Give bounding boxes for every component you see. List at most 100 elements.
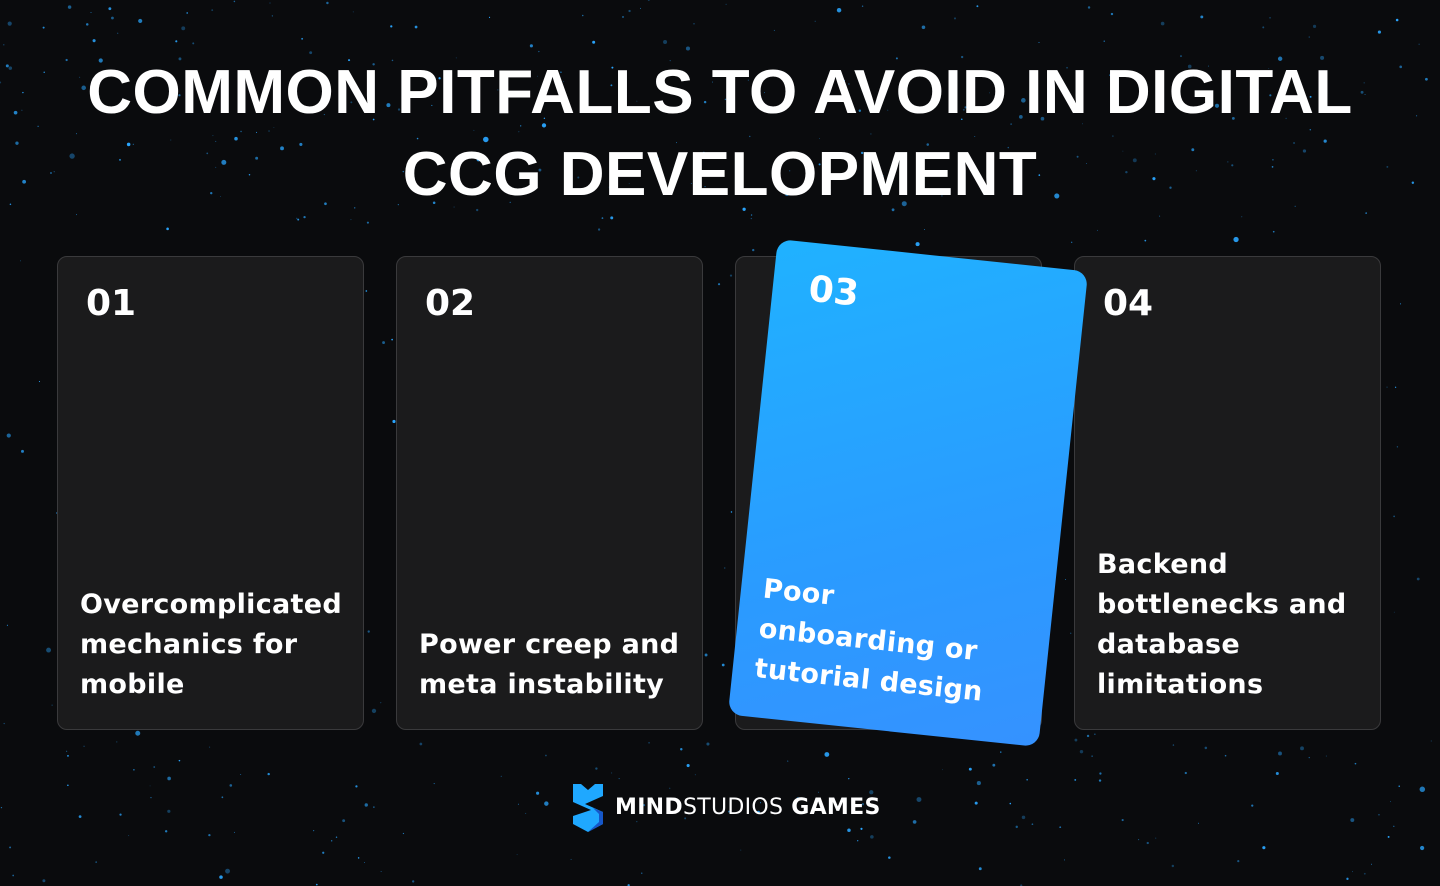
star bbox=[843, 79, 846, 82]
star bbox=[1360, 90, 1364, 94]
star bbox=[1154, 153, 1156, 155]
star bbox=[323, 114, 325, 116]
star bbox=[1393, 825, 1395, 827]
star bbox=[901, 201, 907, 207]
star bbox=[978, 867, 982, 871]
star bbox=[642, 804, 646, 807]
star bbox=[170, 139, 172, 141]
title-line-2: CCG DEVELOPMENT bbox=[402, 140, 1038, 209]
star bbox=[516, 854, 518, 856]
star bbox=[402, 170, 405, 173]
star bbox=[37, 125, 39, 127]
star bbox=[1031, 823, 1034, 826]
star bbox=[752, 248, 755, 252]
star bbox=[785, 192, 789, 197]
star bbox=[1257, 89, 1259, 91]
star bbox=[1364, 94, 1366, 95]
star bbox=[647, 0, 650, 2]
star bbox=[1387, 835, 1390, 838]
star bbox=[234, 136, 238, 141]
star bbox=[1038, 174, 1041, 176]
star bbox=[414, 25, 418, 29]
star bbox=[116, 741, 118, 743]
star bbox=[233, 0, 236, 3]
star bbox=[367, 630, 370, 633]
star bbox=[1390, 801, 1391, 803]
star bbox=[1386, 386, 1388, 388]
star bbox=[1121, 818, 1124, 822]
star bbox=[814, 20, 816, 22]
star bbox=[1231, 116, 1235, 120]
star bbox=[1411, 181, 1415, 184]
star bbox=[1300, 746, 1304, 751]
star bbox=[703, 100, 707, 104]
star bbox=[392, 419, 396, 424]
star bbox=[1026, 778, 1028, 781]
star bbox=[50, 172, 52, 174]
star bbox=[1399, 65, 1403, 69]
star bbox=[773, 29, 775, 31]
star bbox=[1064, 859, 1065, 861]
star bbox=[1393, 515, 1396, 518]
star bbox=[1416, 115, 1418, 117]
title-line-1: COMMON PITFALLS TO AVOID IN DIGITAL bbox=[87, 58, 1353, 127]
star bbox=[1285, 117, 1287, 120]
star bbox=[1277, 56, 1283, 61]
star bbox=[636, 821, 638, 823]
star bbox=[6, 624, 8, 626]
star bbox=[181, 26, 186, 31]
star bbox=[888, 856, 891, 859]
star bbox=[869, 790, 874, 795]
star bbox=[69, 153, 75, 159]
star bbox=[749, 135, 751, 138]
star bbox=[1155, 837, 1157, 839]
star bbox=[7, 21, 12, 26]
star bbox=[1262, 26, 1265, 29]
star bbox=[81, 85, 86, 91]
star bbox=[0, 807, 3, 809]
star bbox=[610, 216, 614, 220]
star bbox=[1363, 872, 1366, 875]
star bbox=[968, 767, 972, 771]
star bbox=[704, 653, 708, 657]
star bbox=[1087, 6, 1091, 9]
star bbox=[38, 380, 41, 383]
star bbox=[1191, 75, 1193, 77]
star bbox=[750, 217, 753, 220]
card-number: 02 bbox=[425, 283, 476, 324]
star bbox=[730, 511, 733, 513]
mind-studios-games-logo: MINDSTUDIOS GAMES bbox=[571, 782, 881, 832]
star bbox=[431, 104, 433, 106]
star bbox=[827, 188, 831, 192]
star bbox=[536, 791, 540, 795]
star bbox=[1425, 77, 1428, 81]
pitfall-card-03-highlighted: 03 Poor onboarding or tutorial design bbox=[727, 239, 1089, 747]
star bbox=[455, 57, 457, 59]
star bbox=[364, 862, 365, 863]
star bbox=[1377, 30, 1381, 34]
star bbox=[1418, 43, 1420, 45]
star bbox=[313, 830, 315, 832]
star bbox=[848, 83, 850, 85]
star bbox=[315, 883, 318, 886]
star bbox=[1198, 822, 1200, 824]
star bbox=[1204, 746, 1208, 750]
star bbox=[268, 130, 270, 132]
star bbox=[98, 58, 103, 63]
star bbox=[525, 812, 527, 815]
star bbox=[706, 742, 710, 746]
star bbox=[529, 44, 533, 48]
star bbox=[51, 704, 53, 706]
star bbox=[3, 44, 5, 46]
star bbox=[1112, 135, 1114, 137]
star bbox=[1144, 239, 1147, 242]
logo-mind: MIND bbox=[615, 794, 683, 820]
star bbox=[1138, 839, 1140, 841]
star bbox=[6, 433, 11, 438]
star bbox=[680, 748, 683, 751]
card-number: 01 bbox=[86, 283, 137, 324]
star bbox=[1082, 123, 1083, 125]
star bbox=[1365, 212, 1367, 214]
star bbox=[301, 37, 304, 40]
star bbox=[219, 196, 221, 197]
